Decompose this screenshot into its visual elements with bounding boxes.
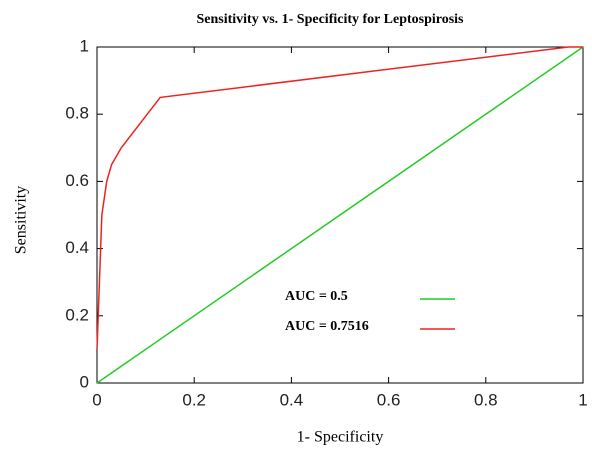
y-tick-label: 0.6: [65, 171, 89, 190]
x-tick-label: 0.2: [182, 390, 206, 409]
y-tick-label: 0.4: [65, 238, 89, 257]
legend-label: AUC = 0.5: [285, 289, 348, 304]
x-axis-label: 1- Specificity: [297, 429, 384, 446]
y-tick-label: 1: [80, 36, 89, 55]
x-tick-label: 1: [578, 390, 587, 409]
roc-line: [96, 46, 583, 350]
y-tick-label: 0: [80, 372, 89, 391]
plot-frame: [96, 46, 584, 384]
y-axis-label: Sensitivity: [13, 186, 30, 254]
x-tick-label: 0.6: [377, 390, 401, 409]
chart-title: Sensitivity vs. 1- Specificity for Lepto…: [196, 12, 464, 27]
x-tick-label: 0: [92, 390, 101, 409]
y-tick-label: 0.8: [65, 104, 89, 123]
legend-label: AUC = 0.7516: [285, 319, 369, 334]
roc-line: [96, 46, 584, 384]
y-tick-label: 0.2: [65, 305, 89, 324]
x-tick-label: 0.8: [474, 390, 498, 409]
x-tick-label: 0.4: [280, 390, 304, 409]
